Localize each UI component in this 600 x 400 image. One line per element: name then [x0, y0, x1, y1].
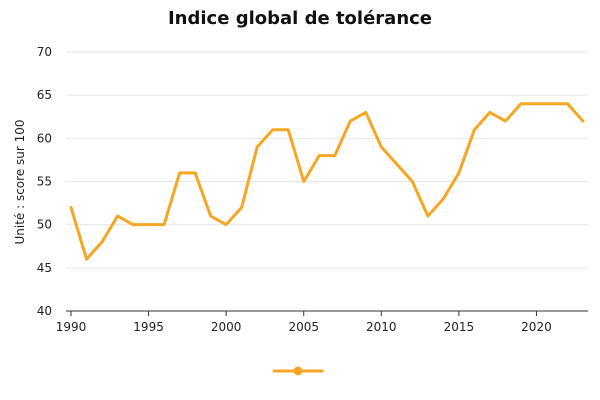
y-tick-label: 45: [37, 261, 52, 275]
y-tick-label: 40: [37, 304, 52, 318]
y-tick-label: 50: [37, 218, 52, 232]
series-layer: [69, 102, 585, 261]
x-tick-label: 2015: [444, 320, 475, 334]
axis-layer: 40 45 50 55 60 65 70 1990 1995 2000 2005 2010 2015 20…: [37, 45, 588, 334]
y-tick-label: 55: [37, 175, 52, 189]
y-axis-label: Unité : score sur 100: [13, 119, 27, 244]
legend[interactable]: [272, 366, 324, 376]
x-tick-label: 2020: [521, 320, 552, 334]
y-tick-label: 65: [37, 88, 52, 102]
chart-title: Indice global de tolérance: [168, 8, 432, 29]
x-tick-label: 2010: [366, 320, 397, 334]
x-tick-label: 2005: [288, 320, 319, 334]
x-tick-label: 2000: [211, 320, 242, 334]
series-line: [69, 102, 585, 261]
x-tick-label: 1995: [133, 320, 164, 334]
y-tick-label: 60: [37, 131, 52, 145]
legend-marker: [293, 366, 303, 376]
grid-layer: [66, 51, 588, 269]
legend-item[interactable]: [272, 366, 324, 376]
x-tick-label: 1990: [56, 320, 87, 334]
y-tick-label: 70: [37, 45, 52, 59]
